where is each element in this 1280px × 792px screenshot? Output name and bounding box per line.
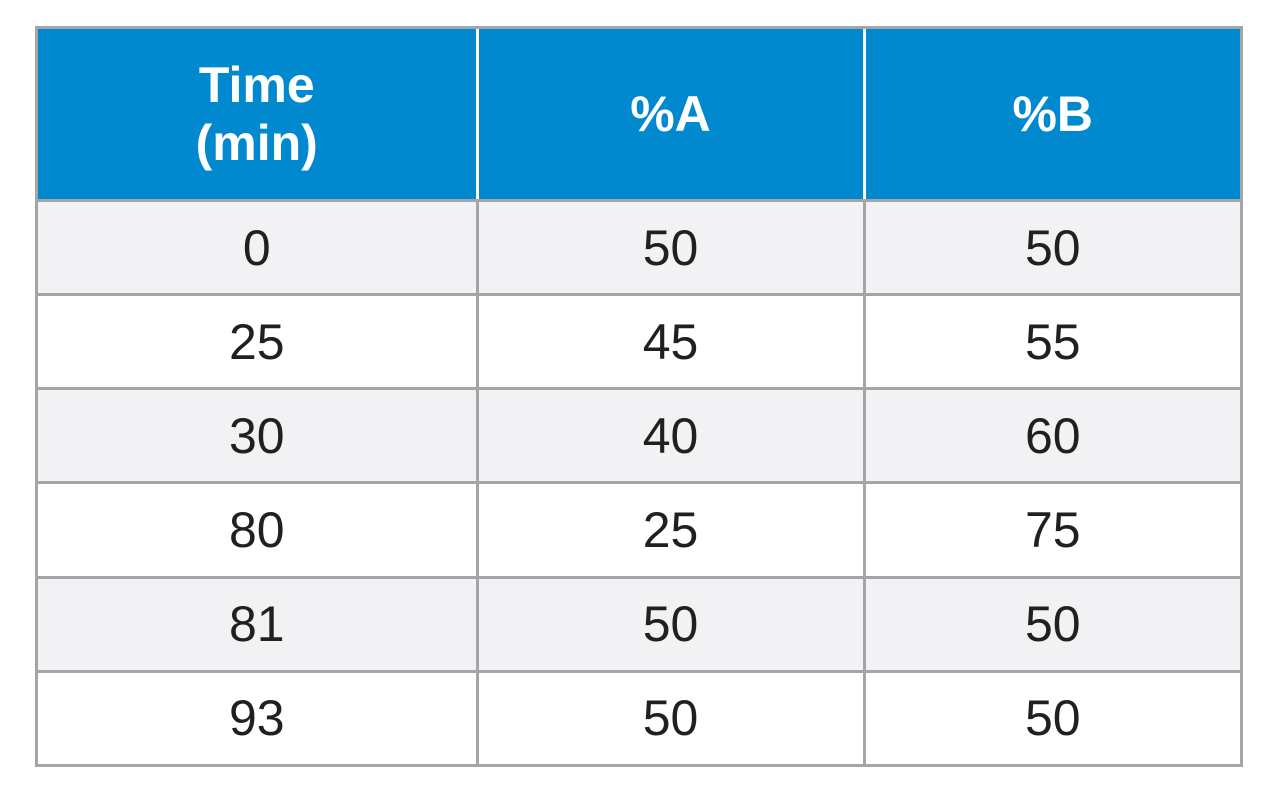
header-time-label: Time — [198, 57, 315, 113]
cell-time: 80 — [38, 482, 479, 579]
header-time-unit: (min) — [195, 115, 318, 171]
cell-percent-b: 60 — [864, 388, 1240, 485]
cell-time: 25 — [38, 294, 479, 391]
table-header: Time (min) %A %B — [38, 29, 1240, 202]
cell-percent-b: 50 — [864, 577, 1240, 673]
table-row: 25 45 55 — [38, 294, 1240, 391]
header-percent-a: %A — [477, 29, 866, 202]
header-percent-b: %B — [864, 29, 1240, 202]
table-row: 30 40 60 — [38, 388, 1240, 485]
header-row: Time (min) %A %B — [38, 29, 1240, 202]
cell-time: 0 — [38, 200, 479, 297]
cell-percent-a: 50 — [477, 671, 866, 764]
table-row: 93 50 50 — [38, 671, 1240, 764]
cell-percent-a: 50 — [477, 200, 866, 297]
cell-time: 30 — [38, 388, 479, 485]
table-body: 0 50 50 25 45 55 30 40 60 80 25 75 81 50 — [38, 200, 1240, 764]
gradient-table: Time (min) %A %B 0 50 50 25 45 55 30 40 … — [38, 29, 1240, 764]
table-row: 0 50 50 — [38, 200, 1240, 297]
cell-percent-a: 40 — [477, 388, 866, 485]
cell-percent-a: 25 — [477, 482, 866, 579]
cell-time: 81 — [38, 577, 479, 673]
cell-percent-b: 75 — [864, 482, 1240, 579]
cell-percent-a: 50 — [477, 577, 866, 673]
header-time: Time (min) — [38, 29, 479, 202]
gradient-table-container: Time (min) %A %B 0 50 50 25 45 55 30 40 … — [35, 26, 1243, 767]
table-row: 81 50 50 — [38, 577, 1240, 673]
table-row: 80 25 75 — [38, 482, 1240, 579]
cell-percent-b: 50 — [864, 200, 1240, 297]
cell-percent-b: 50 — [864, 671, 1240, 764]
cell-percent-b: 55 — [864, 294, 1240, 391]
cell-time: 93 — [38, 671, 479, 764]
cell-percent-a: 45 — [477, 294, 866, 391]
